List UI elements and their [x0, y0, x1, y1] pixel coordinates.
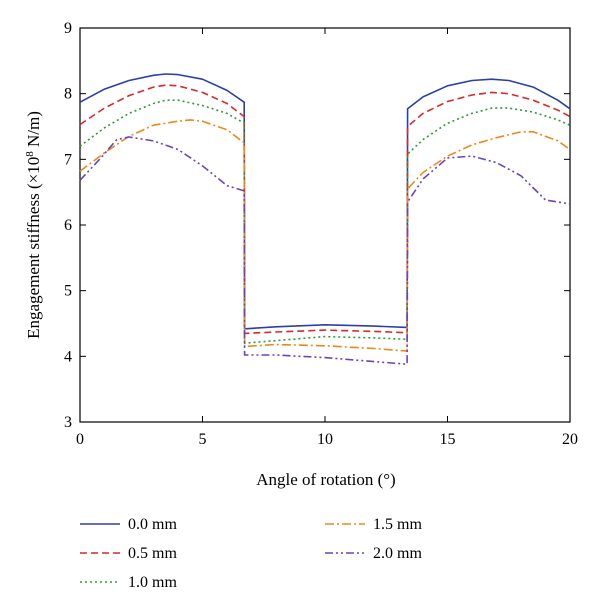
x-tick-label: 10: [317, 431, 333, 448]
y-axis-label-unit: N/m): [24, 111, 43, 151]
series-line-4: [79, 136, 571, 365]
y-tick-label: 6: [64, 217, 72, 234]
x-tick-label: 5: [199, 431, 207, 448]
series-line-1: [79, 84, 571, 335]
legend-label-2: 1.0 mm: [128, 574, 177, 591]
x-tick-label: 15: [440, 431, 456, 448]
y-tick-label: 3: [64, 414, 72, 431]
x-axis-label: Angle of rotation (°): [256, 470, 395, 489]
series-line-3: [79, 119, 571, 352]
series-lines: [79, 73, 571, 365]
y-axis-label-exponent: 8: [24, 151, 36, 157]
axis-ticks: 0 5 10 15 20 3 4 5 6 7 8 9: [64, 20, 578, 448]
y-tick-label: 7: [64, 151, 72, 168]
series-line-0: [79, 73, 571, 330]
series-line-2: [79, 99, 571, 344]
y-axis-label: Engagement stiffness (×108 N/m): [24, 111, 43, 339]
y-tick-label: 9: [64, 20, 72, 37]
legend-label-4: 2.0 mm: [373, 545, 422, 562]
legend-label-3: 1.5 mm: [373, 516, 422, 533]
legend-label-0: 0.0 mm: [128, 516, 177, 533]
legend: 0.0 mm 0.5 mm 1.0 mm 1.5 mm 2.0 mm: [80, 516, 422, 591]
x-tick-label: 0: [76, 431, 84, 448]
legend-label-1: 0.5 mm: [128, 545, 177, 562]
y-tick-label: 4: [64, 348, 72, 365]
y-axis-label-main: Engagement stiffness (×10: [24, 157, 43, 339]
x-tick-label: 20: [562, 431, 578, 448]
y-tick-label: 8: [64, 86, 72, 103]
y-tick-label: 5: [64, 283, 72, 300]
